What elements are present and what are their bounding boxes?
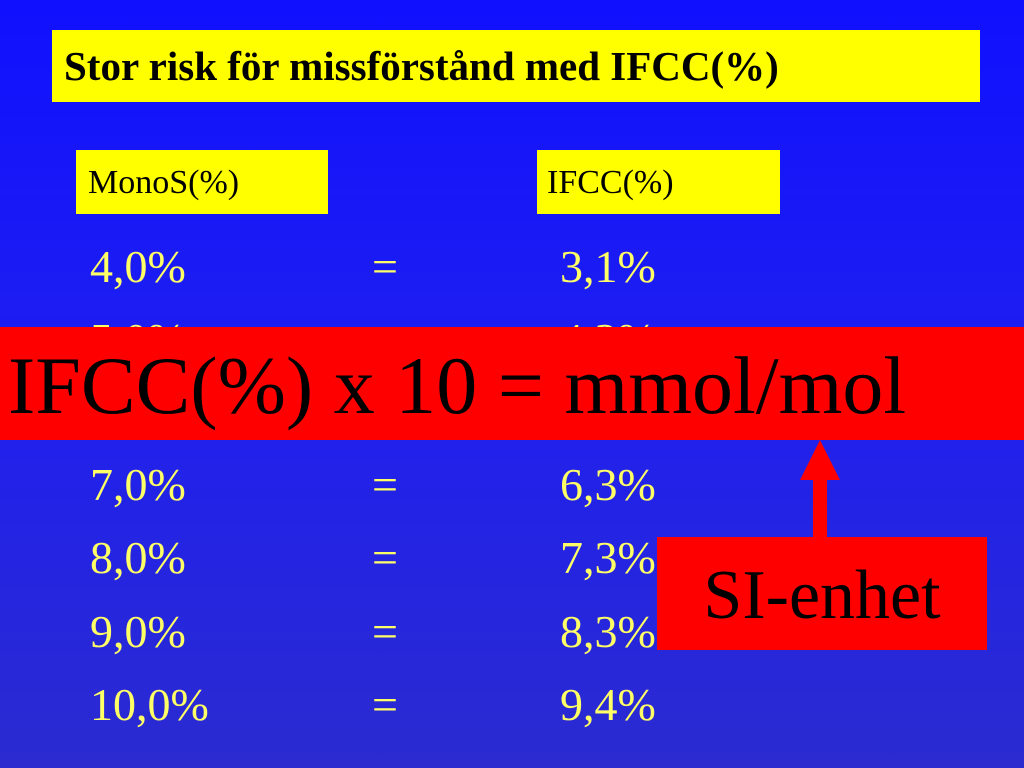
arrow-shaft <box>813 476 827 542</box>
ifcc-value: 6,3% <box>560 459 656 510</box>
equals-sign: = <box>372 241 398 292</box>
monos-value: 10,0% <box>90 679 209 730</box>
ifcc-value: 8,3% <box>560 606 656 657</box>
column-header: MonoS(%) <box>76 150 328 214</box>
equals-sign: = <box>372 679 398 730</box>
equals-sign: = <box>372 532 398 583</box>
equals-sign: = <box>372 606 398 657</box>
ifcc-value: 7,3% <box>560 532 656 583</box>
arrow <box>800 440 840 542</box>
monos-value: 4,0% <box>90 241 186 292</box>
si-label: SI-enhet <box>657 537 987 650</box>
ifcc-value: 9,4% <box>560 679 656 730</box>
ifcc-value: 3,1% <box>560 241 656 292</box>
equals-sign: = <box>372 459 398 510</box>
banner: IFCC(%) x 10 = mmol/mol <box>0 327 1024 440</box>
monos-value: 9,0% <box>90 606 186 657</box>
monos-value: 8,0% <box>90 532 186 583</box>
monos-value: 7,0% <box>90 459 186 510</box>
column-header: IFCC(%) <box>537 150 780 214</box>
arrow-head <box>800 440 840 480</box>
title: Stor risk för missförstånd med IFCC(%) <box>52 30 980 102</box>
